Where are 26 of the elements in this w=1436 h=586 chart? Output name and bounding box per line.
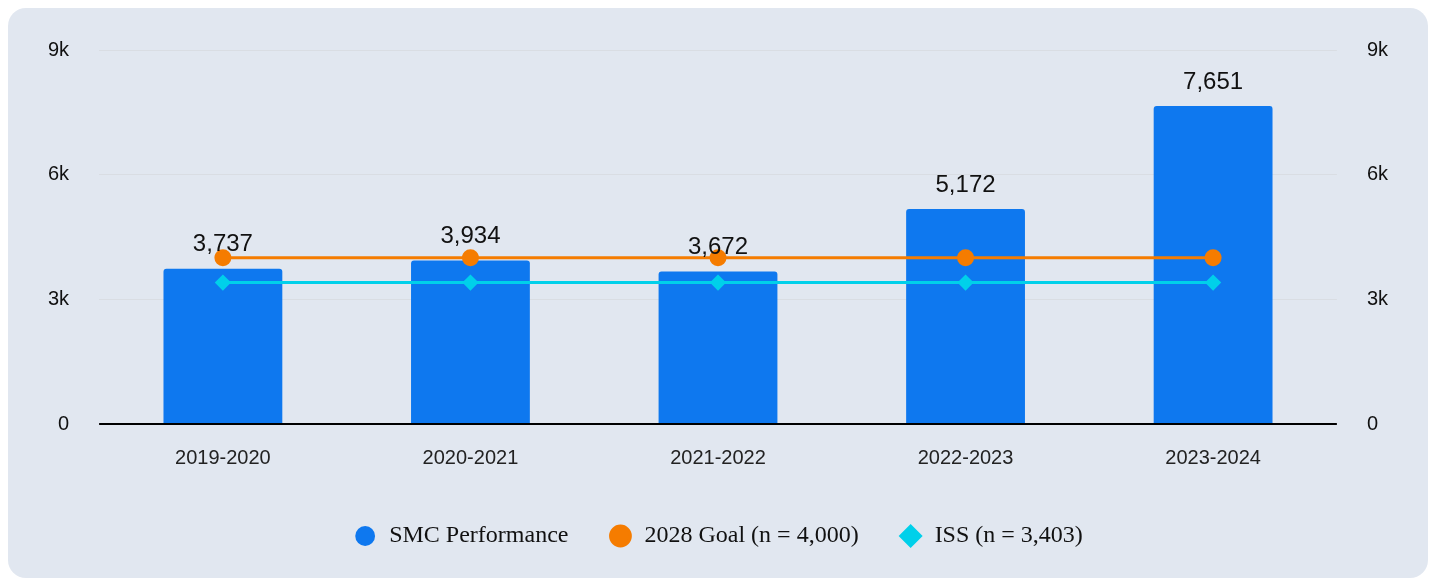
y-tick-label: 6k: [48, 162, 71, 185]
data-label: 3,934: [440, 221, 501, 249]
legend-label: SMC Performance: [389, 521, 569, 548]
data-label: 3,672: [687, 232, 749, 260]
x-tick-label: 2020-2021: [422, 445, 519, 468]
y2-tick-label: 6k: [1366, 162, 1389, 185]
y2-tick-label: 3k: [1366, 286, 1389, 309]
data-label: 7,651: [1183, 66, 1244, 94]
y2-tick-label: 0: [1366, 411, 1378, 434]
legend-label: ISS (n = 3,403): [934, 521, 1083, 548]
legend-label: 2028 Goal (n = 4,000): [644, 521, 859, 548]
y-tick-label: 0: [58, 411, 70, 434]
y2-tick-label: 9k: [1366, 37, 1389, 60]
x-tick-label: 2023-2024: [1165, 445, 1261, 468]
bar: [411, 260, 530, 424]
x-tick-label: 2022-2023: [917, 445, 1014, 468]
bar: [658, 271, 778, 424]
bar: [1153, 106, 1273, 424]
bar: [906, 209, 1025, 424]
bar: [163, 268, 283, 424]
data-label: 5,172: [935, 169, 996, 197]
x-tick-label: 2021-2022: [670, 445, 766, 468]
y-tick-label: 9k: [48, 37, 71, 60]
x-tick-label: 2019-2020: [175, 445, 271, 468]
y-tick-label: 3k: [48, 286, 71, 309]
data-label: 3,737: [192, 229, 253, 257]
